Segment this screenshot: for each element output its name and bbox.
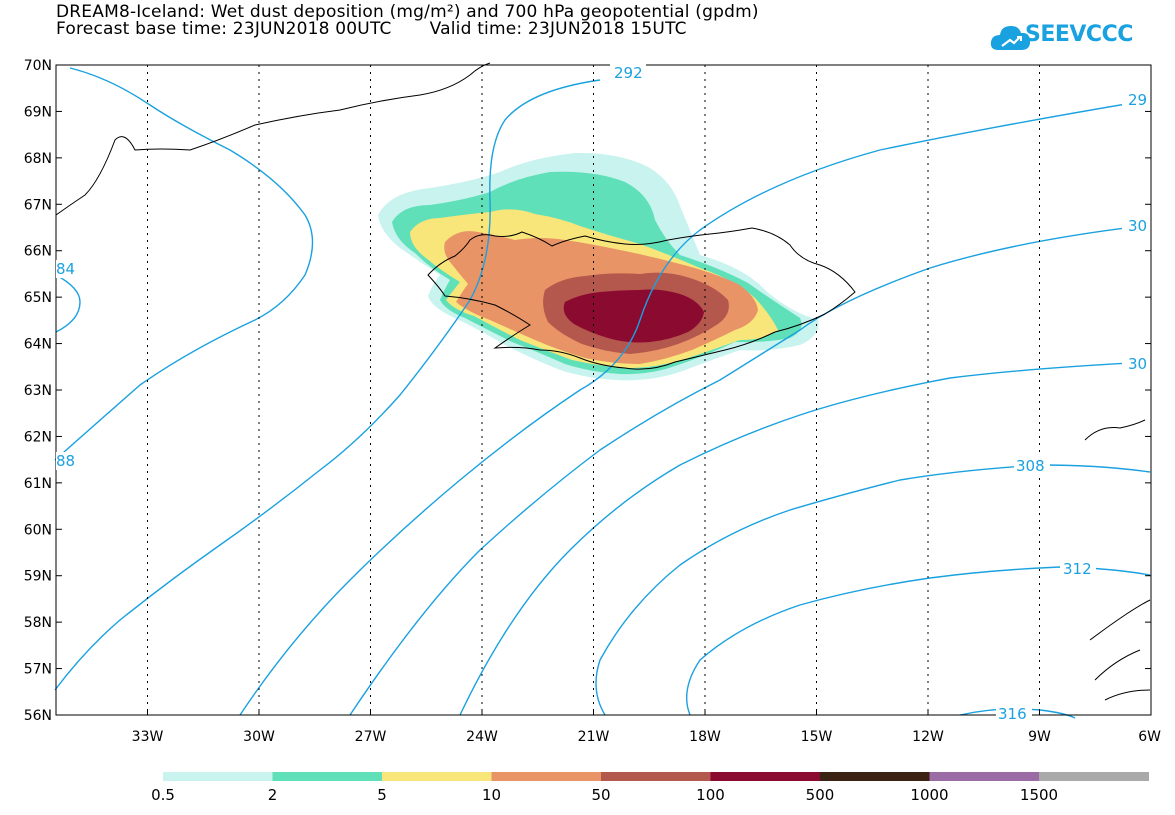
contour-label-300: 30 bbox=[1128, 217, 1147, 235]
contour-labels: 292 29 30 30 308 312 316 84 88 bbox=[56, 64, 1150, 723]
lat-label-69N: 69N bbox=[24, 104, 52, 120]
colorbar-label-0.5: 0.5 bbox=[151, 786, 175, 804]
colorbar-label-2: 2 bbox=[268, 786, 278, 804]
contour-312 bbox=[686, 566, 1151, 716]
contour-284b bbox=[55, 274, 81, 333]
colorbar-label-100: 100 bbox=[696, 786, 725, 804]
colorbar-swatch-500 bbox=[820, 772, 930, 781]
colorbar-swatch-10 bbox=[491, 772, 602, 781]
contour-label-88: 88 bbox=[56, 452, 75, 470]
colorbar-swatch-50 bbox=[601, 772, 711, 781]
valid-time: Valid time: 23JUN2018 15UTC bbox=[429, 19, 687, 39]
lat-label-63N: 63N bbox=[24, 383, 52, 399]
greenland-coast bbox=[55, 62, 491, 216]
contour-284 bbox=[54, 67, 314, 461]
lon-label-24W: 24W bbox=[466, 729, 498, 745]
lon-label-18W: 18W bbox=[689, 729, 721, 745]
longitude-labels: 33W 30W 27W 24W 21W 18W 15W 12W 9W 6W bbox=[132, 729, 1161, 745]
lon-label-6W: 6W bbox=[1138, 729, 1161, 745]
lat-label-65N: 65N bbox=[24, 290, 52, 306]
contour-label-316: 316 bbox=[998, 705, 1027, 723]
contour-label-84: 84 bbox=[56, 260, 75, 278]
contour-label-292: 292 bbox=[614, 64, 643, 82]
lat-label-62N: 62N bbox=[24, 429, 52, 445]
coastlines bbox=[55, 62, 1151, 701]
lat-label-58N: 58N bbox=[24, 615, 52, 631]
contour-308 bbox=[595, 464, 1151, 716]
latitude-labels: 70N 69N 68N 67N 66N 65N 64N 63N 62N 61N 60N 59N 58N 5… bbox=[24, 58, 52, 724]
colorbar-label-1000: 1000 bbox=[910, 786, 948, 804]
lat-label-68N: 68N bbox=[24, 151, 52, 167]
colorbar: 0.5 2 5 10 50 100 500 1000 1500 bbox=[151, 772, 1149, 804]
lon-label-12W: 12W bbox=[912, 729, 944, 745]
colorbar-swatch-100 bbox=[710, 772, 821, 781]
lat-label-64N: 64N bbox=[24, 337, 52, 353]
contour-label-296: 29 bbox=[1128, 91, 1147, 109]
colorbar-label-500: 500 bbox=[806, 786, 835, 804]
lon-label-15W: 15W bbox=[801, 729, 833, 745]
colorbar-swatch-1000 bbox=[929, 772, 1040, 781]
contour-label-312: 312 bbox=[1063, 560, 1092, 578]
colorbar-swatch-2 bbox=[272, 772, 383, 781]
lon-label-30W: 30W bbox=[243, 729, 275, 745]
contour-label-304: 30 bbox=[1128, 355, 1147, 373]
forecast-base-time: Forecast base time: 23JUN2018 00UTC bbox=[56, 19, 392, 39]
map-title: DREAM8-Iceland: Wet dust deposition (mg/… bbox=[56, 2, 759, 22]
cloud-icon bbox=[990, 26, 1031, 50]
lat-label-70N: 70N bbox=[24, 58, 52, 74]
graticule bbox=[56, 64, 1152, 716]
dust-deposition-field bbox=[378, 152, 819, 381]
lat-label-57N: 57N bbox=[24, 662, 52, 678]
colorbar-swatch-5 bbox=[382, 772, 492, 781]
lat-label-61N: 61N bbox=[24, 476, 52, 492]
lat-label-59N: 59N bbox=[24, 569, 52, 585]
lon-label-9W: 9W bbox=[1028, 729, 1051, 745]
dust-level-100 bbox=[563, 289, 704, 343]
contour-292 bbox=[54, 79, 601, 691]
contour-304 bbox=[459, 361, 1151, 716]
logo-text: SEEVCCC bbox=[1025, 22, 1133, 47]
contour-300 bbox=[349, 224, 1151, 716]
colorbar-swatch-1500 bbox=[1039, 772, 1149, 781]
colorbar-swatch-0.5 bbox=[163, 772, 273, 781]
contour-296 bbox=[239, 99, 1151, 716]
lon-label-33W: 33W bbox=[132, 729, 164, 745]
faroe-shetland-coast bbox=[1084, 419, 1151, 701]
colorbar-label-10: 10 bbox=[482, 786, 501, 804]
contour-label-308: 308 bbox=[1016, 457, 1045, 475]
lat-label-60N: 60N bbox=[24, 522, 52, 538]
lon-label-21W: 21W bbox=[578, 729, 610, 745]
lat-label-56N: 56N bbox=[24, 708, 52, 724]
lon-label-27W: 27W bbox=[355, 729, 387, 745]
lat-label-67N: 67N bbox=[24, 197, 52, 213]
colorbar-label-1500: 1500 bbox=[1020, 786, 1058, 804]
colorbar-label-50: 50 bbox=[591, 786, 610, 804]
lat-label-66N: 66N bbox=[24, 244, 52, 260]
geopotential-contours bbox=[54, 67, 1151, 719]
colorbar-label-5: 5 bbox=[377, 786, 387, 804]
map-subtitle: Forecast base time: 23JUN2018 00UTC Valid… bbox=[56, 19, 687, 39]
iceland-coast bbox=[427, 227, 856, 370]
